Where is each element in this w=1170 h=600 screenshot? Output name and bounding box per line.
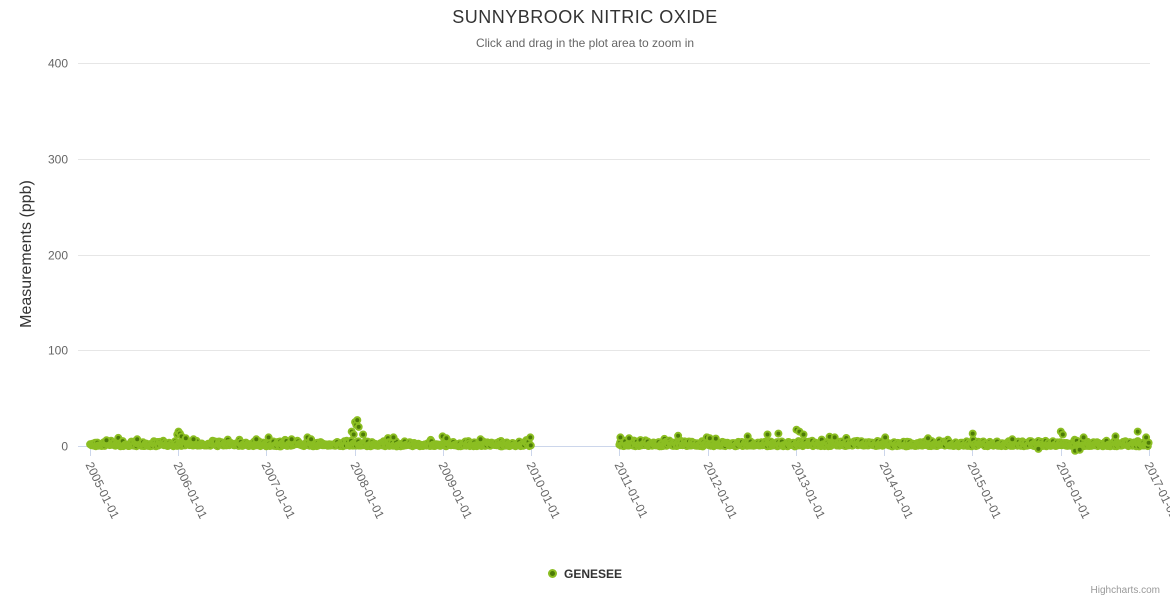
data-point[interactable] bbox=[1058, 430, 1067, 439]
legend-label: GENESEE bbox=[563, 566, 623, 581]
y-gridlines bbox=[78, 63, 1150, 447]
data-point[interactable] bbox=[705, 434, 714, 443]
data-point[interactable] bbox=[353, 416, 362, 425]
y-axis-label: 100 bbox=[48, 344, 68, 358]
data-point[interactable] bbox=[1075, 445, 1084, 454]
data-point[interactable] bbox=[252, 435, 261, 444]
data-point[interactable] bbox=[763, 430, 772, 439]
data-point[interactable] bbox=[476, 435, 485, 444]
data-point[interactable] bbox=[968, 429, 977, 438]
data-point[interactable] bbox=[625, 434, 634, 443]
x-axis-label: 2011-01-01 bbox=[612, 460, 651, 521]
data-point[interactable] bbox=[1133, 427, 1142, 436]
data-point[interactable] bbox=[526, 433, 535, 442]
data-point[interactable] bbox=[102, 436, 111, 445]
data-point[interactable] bbox=[354, 422, 363, 431]
x-axis-labels: 2005-01-01 2006-01-01 2007-01-01 2008-01-01… bbox=[83, 460, 1170, 522]
legend: GENESEE bbox=[0, 565, 1170, 583]
data-point[interactable] bbox=[181, 434, 190, 443]
x-axis-label: 2007-01-01 bbox=[259, 460, 299, 522]
x-axis-label: 2017-01-01 bbox=[1142, 460, 1170, 522]
data-point[interactable] bbox=[1034, 444, 1043, 453]
data-point[interactable] bbox=[743, 432, 752, 441]
data-point[interactable] bbox=[133, 435, 142, 444]
y-axis-label: 300 bbox=[48, 153, 68, 167]
data-point[interactable] bbox=[307, 435, 316, 444]
data-point[interactable] bbox=[389, 433, 398, 442]
x-axis-label: 2015-01-01 bbox=[965, 460, 1005, 522]
y-axis-label: 0 bbox=[61, 440, 68, 454]
data-point[interactable] bbox=[924, 434, 932, 443]
x-axis-label: 2010-01-01 bbox=[524, 460, 564, 522]
y-axis-label: 400 bbox=[48, 57, 68, 71]
x-axis-label: 2008-01-01 bbox=[348, 460, 388, 522]
chart-subtitle: Click and drag in the plot area to zoom … bbox=[475, 36, 695, 50]
data-point[interactable] bbox=[799, 430, 808, 439]
x-axis-label: 2009-01-01 bbox=[436, 460, 476, 522]
data-point[interactable] bbox=[359, 430, 368, 439]
x-axis-label: 2016-01-01 bbox=[1054, 460, 1094, 522]
data-point[interactable] bbox=[1111, 432, 1120, 441]
data-point[interactable] bbox=[1079, 433, 1088, 442]
data-point[interactable] bbox=[349, 430, 358, 439]
data-point[interactable] bbox=[264, 433, 273, 442]
data-point[interactable] bbox=[830, 433, 839, 442]
data-point[interactable] bbox=[526, 441, 535, 450]
data-point[interactable] bbox=[287, 435, 296, 444]
highcharts-credit[interactable]: Highcharts.com bbox=[1090, 585, 1160, 596]
series-genesee bbox=[86, 416, 1153, 455]
x-axis-label: 2014-01-01 bbox=[877, 460, 917, 522]
data-point[interactable] bbox=[1008, 435, 1017, 444]
data-point[interactable] bbox=[616, 433, 625, 442]
x-axis-label: 2006-01-01 bbox=[171, 460, 211, 522]
y-axis-title: Measurements (ppb) bbox=[18, 180, 35, 328]
y-axis-label: 200 bbox=[48, 249, 68, 263]
data-point[interactable] bbox=[774, 429, 783, 438]
data-point[interactable] bbox=[881, 433, 890, 442]
x-axis-label: 2005-01-01 bbox=[83, 460, 123, 522]
chart-title: SUNNYBROOK NITRIC OXIDE bbox=[452, 7, 718, 27]
data-point[interactable] bbox=[189, 435, 198, 444]
y-axis-labels: 0 100 200 300 400 bbox=[48, 57, 68, 454]
x-axis-label: 2013-01-01 bbox=[789, 460, 829, 522]
legend-marker-icon bbox=[547, 569, 557, 578]
legend-item-genesee[interactable]: GENESEE bbox=[547, 566, 623, 581]
data-point[interactable] bbox=[1142, 433, 1151, 442]
x-axis-label: 2012-01-01 bbox=[701, 460, 741, 522]
data-point[interactable] bbox=[442, 434, 451, 443]
